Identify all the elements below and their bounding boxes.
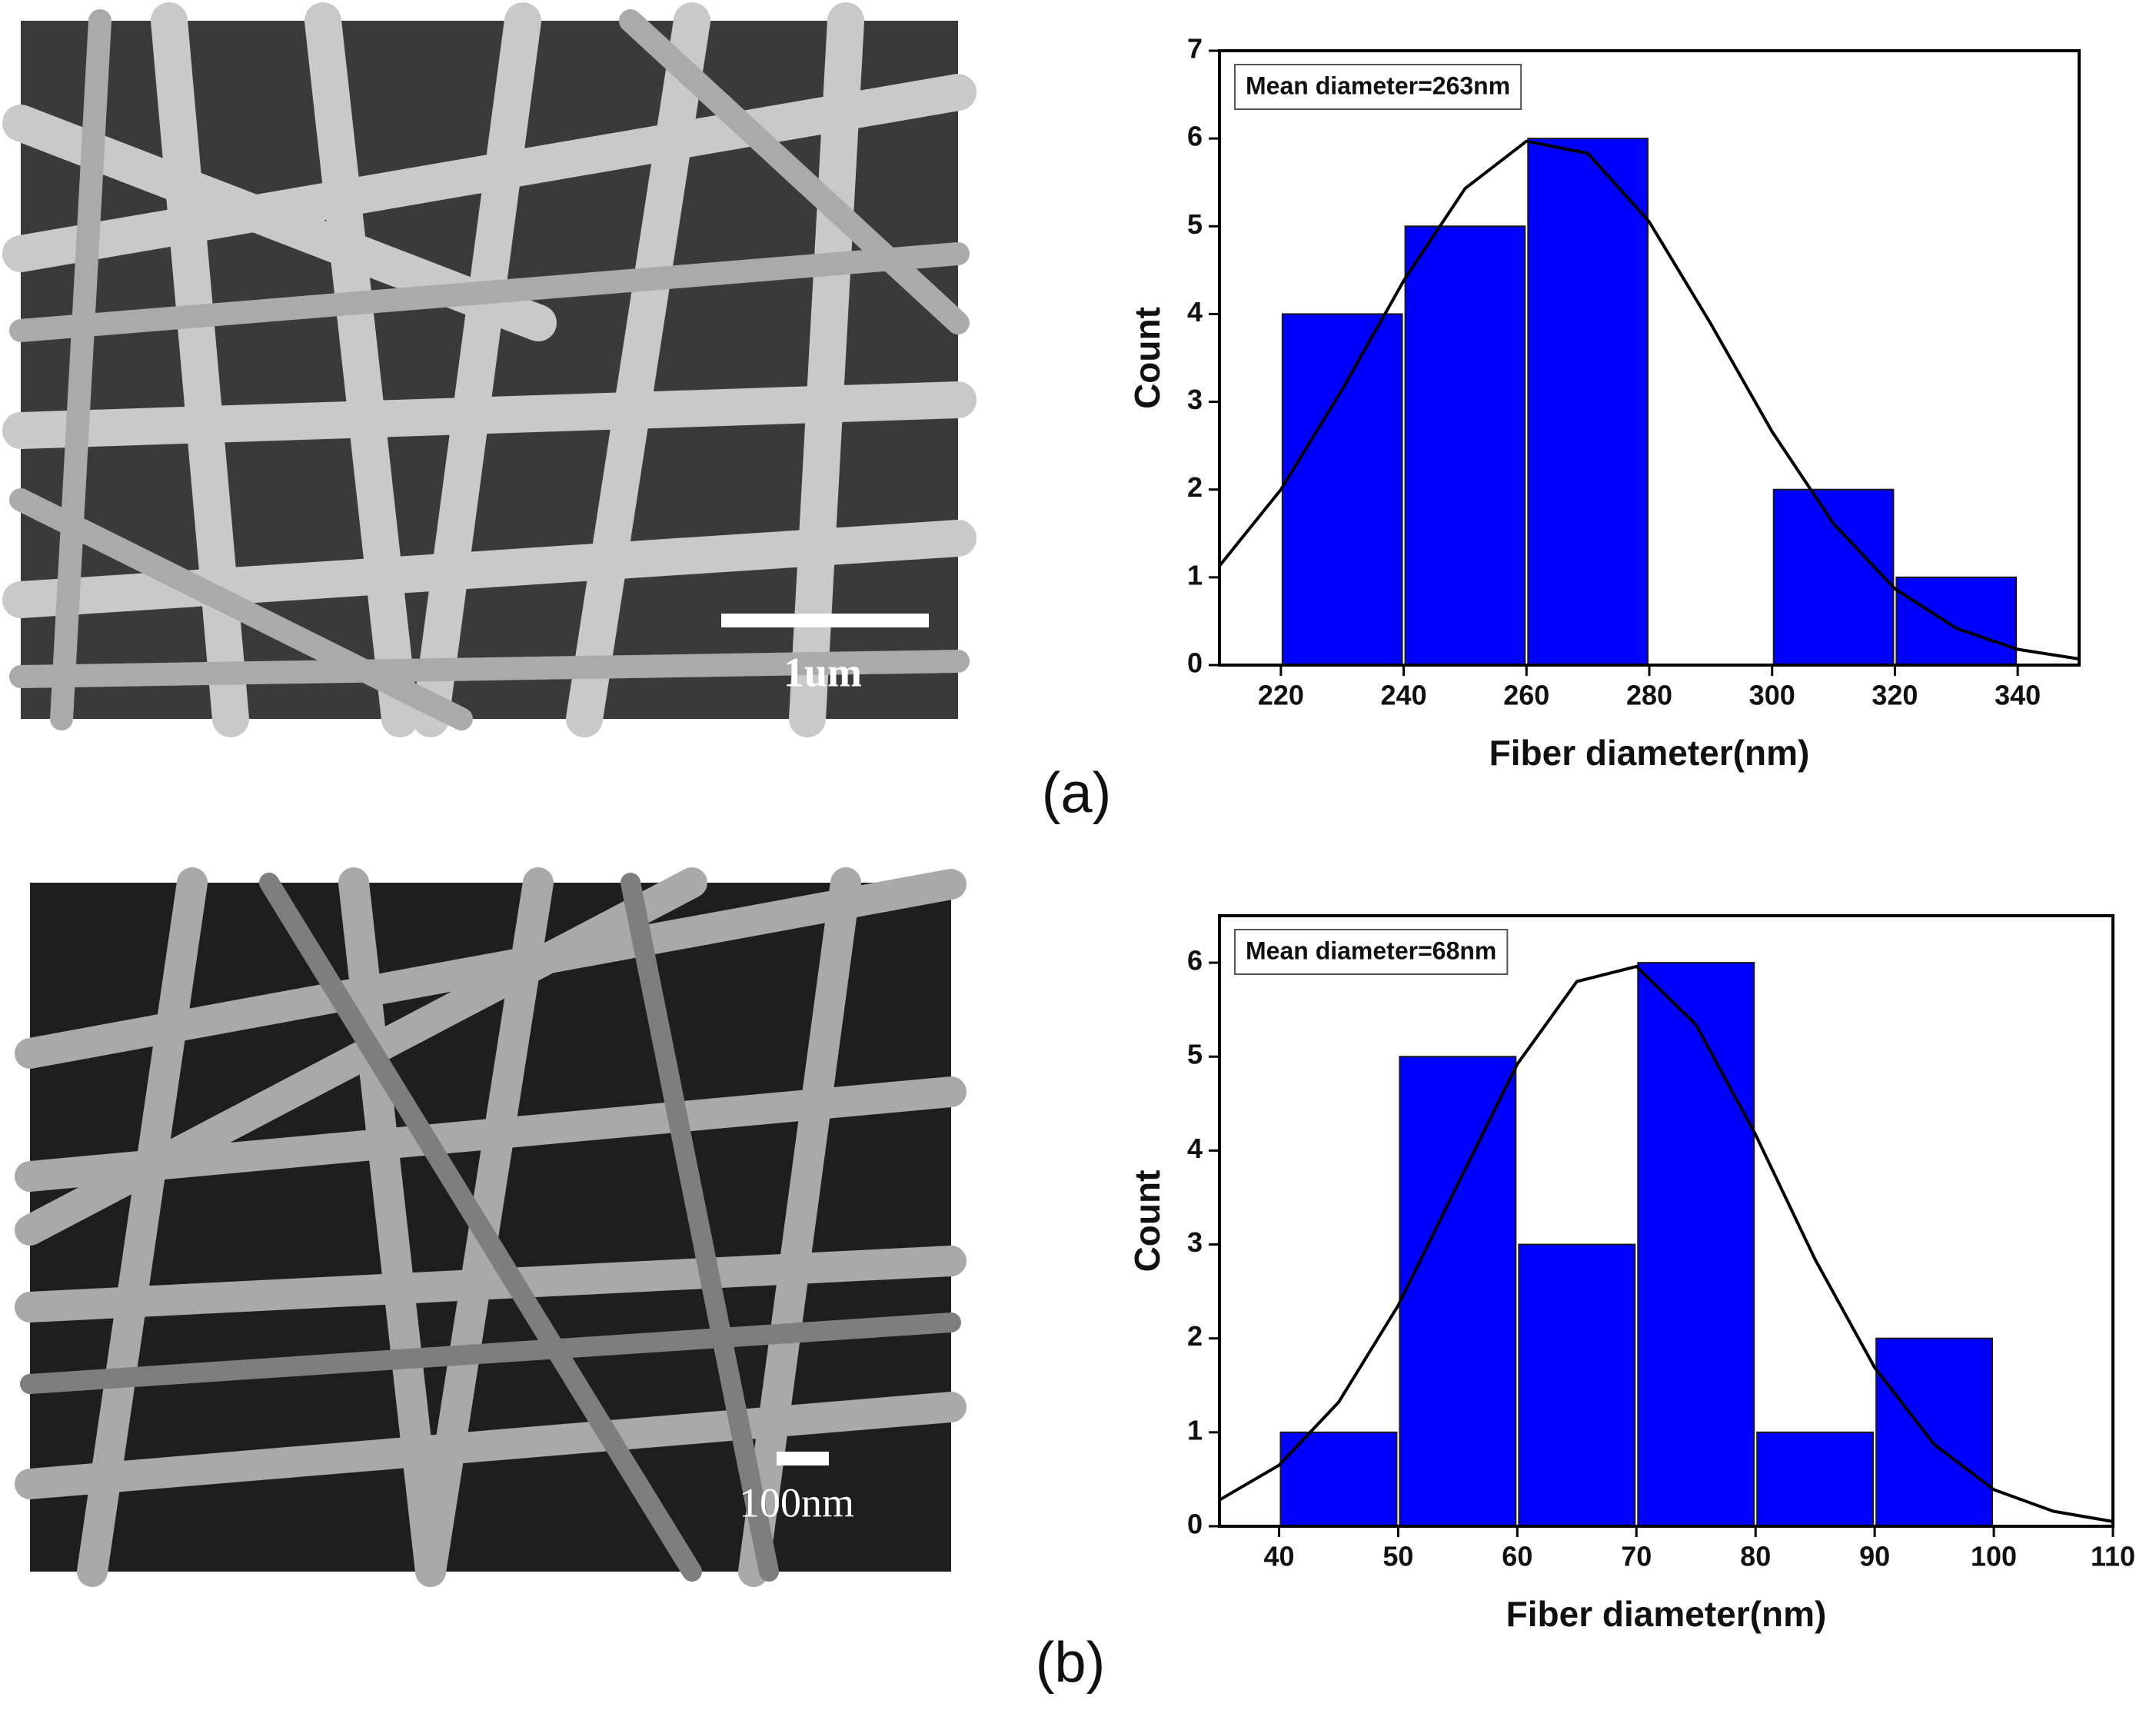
y-tick-label: 6 bbox=[1187, 945, 1203, 976]
x-tick-label: 280 bbox=[1626, 680, 1672, 711]
bar bbox=[1404, 225, 1526, 666]
x-tick-label: 320 bbox=[1872, 680, 1918, 711]
y-tick-label: 3 bbox=[1187, 384, 1203, 415]
y-axis-title: Count bbox=[1127, 1170, 1167, 1273]
annotation: Mean diameter=68nm bbox=[1246, 937, 1496, 964]
panel-label: (a) bbox=[1042, 761, 1111, 825]
bar bbox=[1399, 1056, 1517, 1527]
scale-bar-label: 1um bbox=[784, 649, 862, 695]
x-axis-title: Fiber diameter(nm) bbox=[1506, 1594, 1827, 1634]
x-tick-label: 100 bbox=[1971, 1541, 2017, 1572]
y-tick-label: 6 bbox=[1187, 121, 1203, 152]
fit-curve bbox=[1218, 139, 2080, 660]
y-axis-title: Count bbox=[1127, 307, 1167, 409]
x-tick-label: 80 bbox=[1740, 1541, 1771, 1572]
bar bbox=[1772, 488, 1895, 667]
plot-frame bbox=[1218, 914, 2114, 1528]
x-tick-label: 40 bbox=[1263, 1541, 1294, 1572]
annotation-box bbox=[1234, 929, 1509, 975]
sem-image-b: 100nm bbox=[15, 867, 967, 1587]
y-tick-label: 4 bbox=[1187, 296, 1203, 328]
y-tick-label: 2 bbox=[1187, 1320, 1203, 1352]
annotation: Mean diameter=263nm bbox=[1246, 72, 1510, 99]
bar bbox=[1527, 138, 1649, 666]
x-tick-label: 340 bbox=[1995, 680, 2041, 711]
y-tick-label: 7 bbox=[1187, 33, 1203, 65]
y-tick-label: 0 bbox=[1187, 647, 1203, 679]
x-tick-label: 240 bbox=[1381, 680, 1427, 711]
fit-curve bbox=[1218, 964, 2114, 1523]
x-tick-label: 50 bbox=[1382, 1541, 1413, 1572]
y-tick-label: 1 bbox=[1187, 559, 1203, 591]
bar bbox=[1756, 1431, 1875, 1528]
x-tick-label: 220 bbox=[1258, 680, 1304, 711]
annotation-box bbox=[1234, 64, 1522, 110]
sem-image-a: 1um bbox=[2, 2, 977, 737]
y-tick-label: 5 bbox=[1187, 1039, 1203, 1070]
bar bbox=[1875, 1337, 1994, 1527]
y-tick-label: 5 bbox=[1187, 208, 1203, 240]
x-tick-label: 300 bbox=[1749, 680, 1795, 711]
x-tick-label: 60 bbox=[1502, 1541, 1532, 1572]
panel-label: (b) bbox=[1036, 1631, 1105, 1695]
x-axis-title: Fiber diameter(nm) bbox=[1489, 733, 1810, 773]
x-tick-label: 110 bbox=[2091, 1541, 2135, 1572]
x-tick-label: 70 bbox=[1621, 1541, 1652, 1572]
y-tick-label: 2 bbox=[1187, 471, 1203, 503]
bar bbox=[1637, 962, 1755, 1527]
scale-bar-label: 100nm bbox=[739, 1479, 854, 1525]
y-tick-label: 1 bbox=[1187, 1414, 1203, 1446]
x-tick-label: 90 bbox=[1859, 1541, 1890, 1572]
y-tick-label: 0 bbox=[1187, 1509, 1203, 1540]
y-tick-label: 4 bbox=[1187, 1133, 1203, 1164]
bar bbox=[1281, 313, 1403, 666]
y-tick-label: 3 bbox=[1187, 1226, 1203, 1258]
bar bbox=[1279, 1431, 1398, 1528]
bar bbox=[1895, 576, 2018, 666]
bar bbox=[1518, 1243, 1636, 1527]
x-tick-label: 260 bbox=[1503, 680, 1549, 711]
